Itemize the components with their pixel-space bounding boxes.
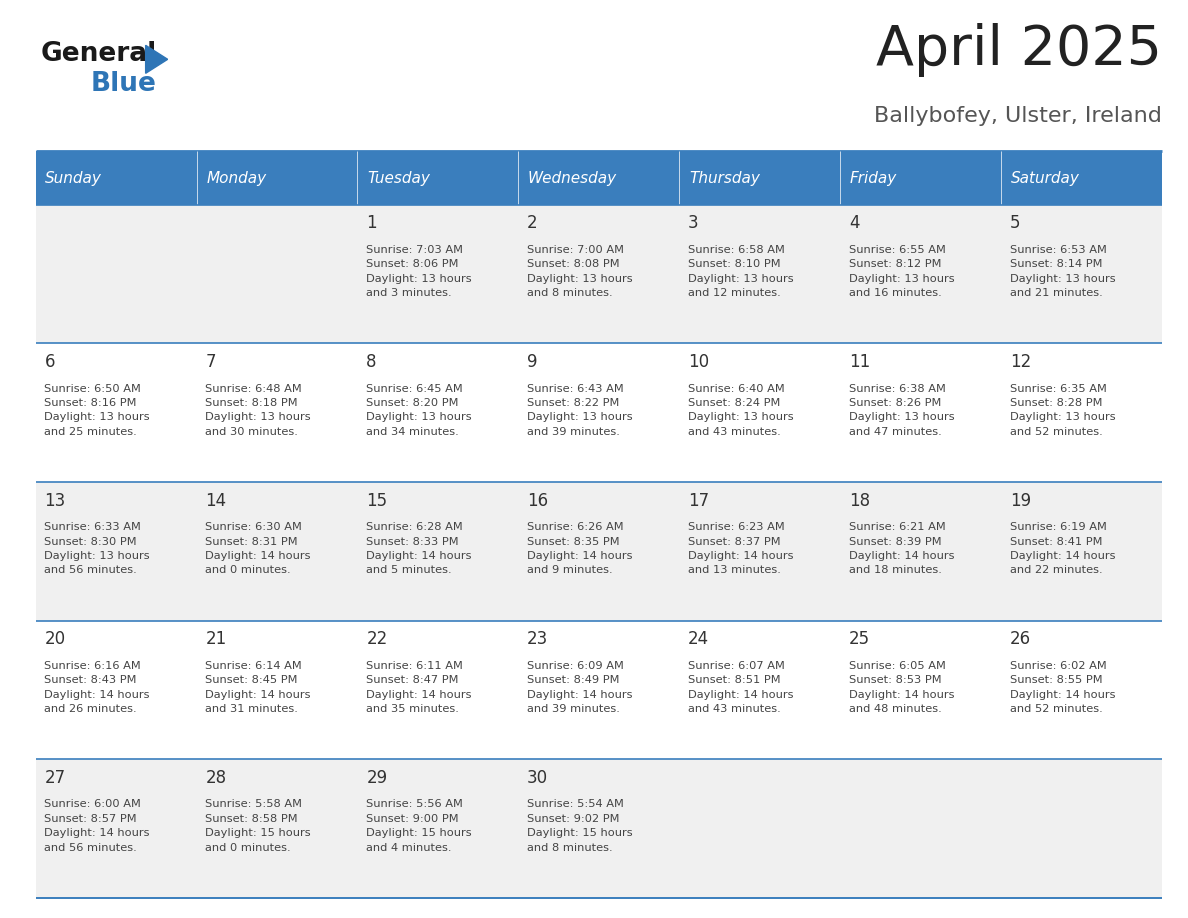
Text: 29: 29 — [366, 769, 387, 787]
Text: Sunrise: 7:03 AM
Sunset: 8:06 PM
Daylight: 13 hours
and 3 minutes.: Sunrise: 7:03 AM Sunset: 8:06 PM Dayligh… — [366, 245, 472, 298]
Text: Sunrise: 5:54 AM
Sunset: 9:02 PM
Daylight: 15 hours
and 8 minutes.: Sunrise: 5:54 AM Sunset: 9:02 PM Dayligh… — [527, 800, 633, 853]
Text: 17: 17 — [688, 492, 709, 509]
Text: 20: 20 — [44, 631, 65, 648]
Text: Sunrise: 7:00 AM
Sunset: 8:08 PM
Daylight: 13 hours
and 8 minutes.: Sunrise: 7:00 AM Sunset: 8:08 PM Dayligh… — [527, 245, 633, 298]
Text: Sunrise: 6:00 AM
Sunset: 8:57 PM
Daylight: 14 hours
and 56 minutes.: Sunrise: 6:00 AM Sunset: 8:57 PM Dayligh… — [44, 800, 150, 853]
Bar — [358, 151, 518, 205]
Text: 2: 2 — [527, 215, 538, 232]
Text: Sunrise: 6:50 AM
Sunset: 8:16 PM
Daylight: 13 hours
and 25 minutes.: Sunrise: 6:50 AM Sunset: 8:16 PM Dayligh… — [44, 384, 150, 437]
Bar — [680, 151, 840, 205]
Text: 10: 10 — [688, 353, 709, 371]
Text: Sunrise: 6:43 AM
Sunset: 8:22 PM
Daylight: 13 hours
and 39 minutes.: Sunrise: 6:43 AM Sunset: 8:22 PM Dayligh… — [527, 384, 633, 437]
Text: Sunrise: 6:40 AM
Sunset: 8:24 PM
Daylight: 13 hours
and 43 minutes.: Sunrise: 6:40 AM Sunset: 8:24 PM Dayligh… — [688, 384, 794, 437]
Text: 6: 6 — [44, 353, 55, 371]
Bar — [36, 205, 1162, 343]
Text: 4: 4 — [849, 215, 859, 232]
Text: 11: 11 — [849, 353, 870, 371]
Text: 24: 24 — [688, 631, 709, 648]
Bar — [36, 482, 1162, 621]
Text: Sunrise: 5:56 AM
Sunset: 9:00 PM
Daylight: 15 hours
and 4 minutes.: Sunrise: 5:56 AM Sunset: 9:00 PM Dayligh… — [366, 800, 472, 853]
Text: 5: 5 — [1010, 215, 1020, 232]
Text: 13: 13 — [44, 492, 65, 509]
Text: 30: 30 — [527, 769, 549, 787]
Text: Sunrise: 6:11 AM
Sunset: 8:47 PM
Daylight: 14 hours
and 35 minutes.: Sunrise: 6:11 AM Sunset: 8:47 PM Dayligh… — [366, 661, 472, 714]
Text: 1: 1 — [366, 215, 377, 232]
Text: Sunrise: 6:33 AM
Sunset: 8:30 PM
Daylight: 13 hours
and 56 minutes.: Sunrise: 6:33 AM Sunset: 8:30 PM Dayligh… — [44, 522, 150, 576]
Text: 7: 7 — [206, 353, 216, 371]
Text: 27: 27 — [44, 769, 65, 787]
Text: 18: 18 — [849, 492, 870, 509]
Bar — [36, 759, 1162, 898]
Text: Sunrise: 6:58 AM
Sunset: 8:10 PM
Daylight: 13 hours
and 12 minutes.: Sunrise: 6:58 AM Sunset: 8:10 PM Dayligh… — [688, 245, 794, 298]
Text: Saturday: Saturday — [1011, 171, 1080, 185]
Text: 28: 28 — [206, 769, 227, 787]
Text: General: General — [40, 41, 157, 67]
Text: Sunrise: 6:30 AM
Sunset: 8:31 PM
Daylight: 14 hours
and 0 minutes.: Sunrise: 6:30 AM Sunset: 8:31 PM Dayligh… — [206, 522, 311, 576]
Text: Sunrise: 6:28 AM
Sunset: 8:33 PM
Daylight: 14 hours
and 5 minutes.: Sunrise: 6:28 AM Sunset: 8:33 PM Dayligh… — [366, 522, 472, 576]
Text: 16: 16 — [527, 492, 549, 509]
Text: Sunrise: 6:26 AM
Sunset: 8:35 PM
Daylight: 14 hours
and 9 minutes.: Sunrise: 6:26 AM Sunset: 8:35 PM Dayligh… — [527, 522, 633, 576]
Text: 26: 26 — [1010, 631, 1031, 648]
Text: Monday: Monday — [207, 171, 266, 185]
Polygon shape — [146, 45, 168, 73]
Text: Friday: Friday — [849, 171, 897, 185]
Text: Sunrise: 6:14 AM
Sunset: 8:45 PM
Daylight: 14 hours
and 31 minutes.: Sunrise: 6:14 AM Sunset: 8:45 PM Dayligh… — [206, 661, 311, 714]
Bar — [1001, 151, 1162, 205]
Text: Ballybofey, Ulster, Ireland: Ballybofey, Ulster, Ireland — [874, 106, 1162, 126]
Text: 23: 23 — [527, 631, 549, 648]
Bar — [196, 151, 358, 205]
Text: Sunrise: 6:02 AM
Sunset: 8:55 PM
Daylight: 14 hours
and 52 minutes.: Sunrise: 6:02 AM Sunset: 8:55 PM Dayligh… — [1010, 661, 1116, 714]
Text: 12: 12 — [1010, 353, 1031, 371]
Bar — [36, 621, 1162, 759]
Text: 25: 25 — [849, 631, 870, 648]
Text: 15: 15 — [366, 492, 387, 509]
Text: Sunrise: 6:53 AM
Sunset: 8:14 PM
Daylight: 13 hours
and 21 minutes.: Sunrise: 6:53 AM Sunset: 8:14 PM Dayligh… — [1010, 245, 1116, 298]
Text: 19: 19 — [1010, 492, 1031, 509]
Text: Sunrise: 6:09 AM
Sunset: 8:49 PM
Daylight: 14 hours
and 39 minutes.: Sunrise: 6:09 AM Sunset: 8:49 PM Dayligh… — [527, 661, 633, 714]
Text: Blue: Blue — [90, 72, 157, 97]
Text: Thursday: Thursday — [689, 171, 759, 185]
Bar — [36, 343, 1162, 482]
Text: Sunrise: 6:21 AM
Sunset: 8:39 PM
Daylight: 14 hours
and 18 minutes.: Sunrise: 6:21 AM Sunset: 8:39 PM Dayligh… — [849, 522, 954, 576]
Text: Sunrise: 6:16 AM
Sunset: 8:43 PM
Daylight: 14 hours
and 26 minutes.: Sunrise: 6:16 AM Sunset: 8:43 PM Dayligh… — [44, 661, 150, 714]
Bar — [36, 151, 196, 205]
Text: 3: 3 — [688, 215, 699, 232]
Text: Sunrise: 6:05 AM
Sunset: 8:53 PM
Daylight: 14 hours
and 48 minutes.: Sunrise: 6:05 AM Sunset: 8:53 PM Dayligh… — [849, 661, 954, 714]
Text: 8: 8 — [366, 353, 377, 371]
Text: Sunday: Sunday — [45, 171, 102, 185]
Bar — [518, 151, 680, 205]
Text: Sunrise: 5:58 AM
Sunset: 8:58 PM
Daylight: 15 hours
and 0 minutes.: Sunrise: 5:58 AM Sunset: 8:58 PM Dayligh… — [206, 800, 311, 853]
Text: Sunrise: 6:23 AM
Sunset: 8:37 PM
Daylight: 14 hours
and 13 minutes.: Sunrise: 6:23 AM Sunset: 8:37 PM Dayligh… — [688, 522, 794, 576]
Text: 21: 21 — [206, 631, 227, 648]
Text: 9: 9 — [527, 353, 538, 371]
Text: Sunrise: 6:35 AM
Sunset: 8:28 PM
Daylight: 13 hours
and 52 minutes.: Sunrise: 6:35 AM Sunset: 8:28 PM Dayligh… — [1010, 384, 1116, 437]
Bar — [840, 151, 1001, 205]
Text: Wednesday: Wednesday — [527, 171, 617, 185]
Text: Tuesday: Tuesday — [367, 171, 430, 185]
Text: Sunrise: 6:45 AM
Sunset: 8:20 PM
Daylight: 13 hours
and 34 minutes.: Sunrise: 6:45 AM Sunset: 8:20 PM Dayligh… — [366, 384, 472, 437]
Text: 14: 14 — [206, 492, 227, 509]
Text: Sunrise: 6:38 AM
Sunset: 8:26 PM
Daylight: 13 hours
and 47 minutes.: Sunrise: 6:38 AM Sunset: 8:26 PM Dayligh… — [849, 384, 955, 437]
Text: April 2025: April 2025 — [876, 23, 1162, 77]
Text: Sunrise: 6:19 AM
Sunset: 8:41 PM
Daylight: 14 hours
and 22 minutes.: Sunrise: 6:19 AM Sunset: 8:41 PM Dayligh… — [1010, 522, 1116, 576]
Text: Sunrise: 6:07 AM
Sunset: 8:51 PM
Daylight: 14 hours
and 43 minutes.: Sunrise: 6:07 AM Sunset: 8:51 PM Dayligh… — [688, 661, 794, 714]
Text: Sunrise: 6:48 AM
Sunset: 8:18 PM
Daylight: 13 hours
and 30 minutes.: Sunrise: 6:48 AM Sunset: 8:18 PM Dayligh… — [206, 384, 311, 437]
Text: 22: 22 — [366, 631, 387, 648]
Text: Sunrise: 6:55 AM
Sunset: 8:12 PM
Daylight: 13 hours
and 16 minutes.: Sunrise: 6:55 AM Sunset: 8:12 PM Dayligh… — [849, 245, 955, 298]
